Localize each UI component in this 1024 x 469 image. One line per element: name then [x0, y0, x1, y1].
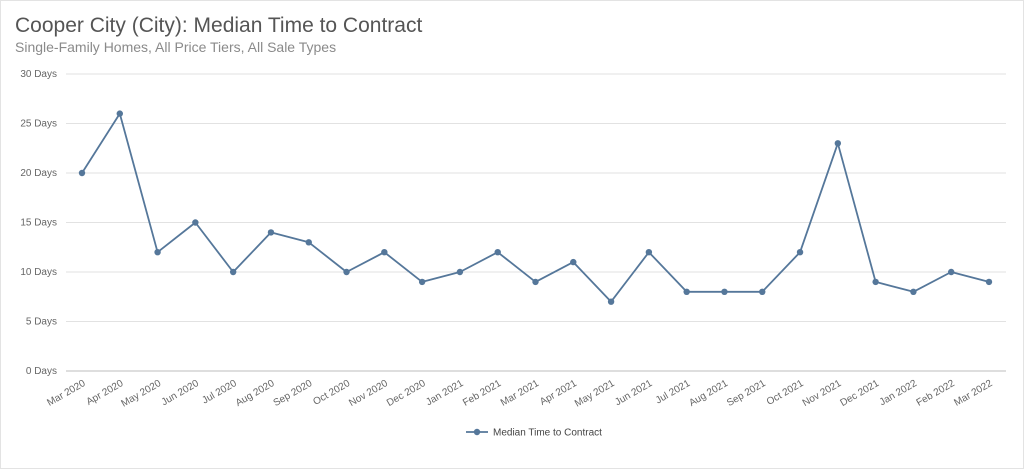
x-tick-label: Feb 2022: [915, 378, 957, 409]
data-point: [683, 288, 690, 295]
data-point: [759, 288, 766, 295]
data-point: [834, 140, 842, 147]
y-tick-label: 15 Days: [20, 218, 57, 229]
x-tick-label: Aug 2021: [687, 378, 730, 409]
x-tick-label: Jun 2021: [613, 378, 655, 408]
data-point: [948, 268, 955, 276]
data-point: [796, 249, 804, 256]
series-line: [81, 112, 990, 303]
data-point: [381, 249, 388, 256]
x-tick-label: Mar 2022: [952, 378, 994, 409]
data-point: [494, 249, 501, 256]
data-point: [78, 169, 86, 177]
y-tick-label: 0 Days: [26, 366, 57, 377]
x-tick-label: Nov 2021: [801, 378, 844, 409]
x-tick-label: Dec 2021: [839, 378, 882, 409]
data-point: [343, 268, 350, 276]
x-tick-label: Mar 2020: [45, 378, 87, 409]
chart-subtitle: Single-Family Homes, All Price Tiers, Al…: [15, 39, 337, 55]
data-point: [418, 278, 426, 286]
x-tick-label: Sep 2021: [725, 378, 768, 409]
x-tick-label: Oct 2021: [765, 378, 806, 408]
data-point: [532, 278, 539, 286]
data-point: [645, 249, 653, 256]
x-tick-label: Jun 2020: [160, 378, 202, 408]
x-tick-label: Dec 2020: [385, 378, 428, 409]
y-tick-label: 20 Days: [20, 168, 57, 179]
x-tick-label: Apr 2021: [538, 378, 579, 408]
data-point: [267, 229, 275, 236]
data-point: [910, 288, 917, 295]
data-point: [154, 249, 161, 256]
x-tick-label: Oct 2020: [311, 378, 352, 408]
y-tick-label: 10 Days: [20, 267, 57, 278]
y-tick-label: 5 Days: [26, 317, 57, 328]
x-tick-label: Jul 2021: [654, 378, 693, 407]
x-tick-label: Feb 2021: [461, 378, 503, 409]
x-tick-label: Jan 2021: [424, 378, 466, 408]
legend[interactable]: Median Time to Contract: [466, 428, 602, 439]
y-tick-label: 25 Days: [20, 119, 57, 130]
data-point: [116, 110, 123, 117]
data-point: [607, 298, 615, 305]
x-tick-label: Apr 2020: [85, 378, 126, 408]
x-tick-label: Aug 2020: [234, 378, 277, 409]
chart-title: Cooper City (City): Median Time to Contr…: [15, 14, 423, 37]
x-tick-label: Nov 2020: [347, 378, 390, 409]
x-tick-label: May 2020: [120, 378, 164, 410]
data-point: [872, 278, 879, 286]
x-tick-label: May 2021: [573, 378, 617, 410]
legend-marker-icon: [473, 428, 481, 436]
legend-label: Median Time to Contract: [493, 428, 602, 439]
x-tick-label: Jan 2022: [878, 378, 920, 408]
data-point: [192, 219, 199, 226]
data-point: [456, 268, 464, 276]
data-point: [570, 258, 577, 266]
x-tick-label: Sep 2020: [272, 378, 315, 409]
data-point: [721, 288, 728, 295]
x-tick-label: Mar 2021: [499, 378, 541, 409]
y-axis-ticks: 0 Days 5 Days 10 Days 15 Days 20 Days 25 Days…: [20, 69, 57, 377]
data-point: [229, 268, 237, 276]
grid-lines: [66, 73, 1006, 372]
x-tick-label: Jul 2020: [200, 378, 239, 407]
data-point: [985, 278, 993, 286]
data-point: [305, 239, 312, 246]
series-group: [78, 110, 993, 305]
y-tick-label: 30 Days: [20, 69, 57, 80]
